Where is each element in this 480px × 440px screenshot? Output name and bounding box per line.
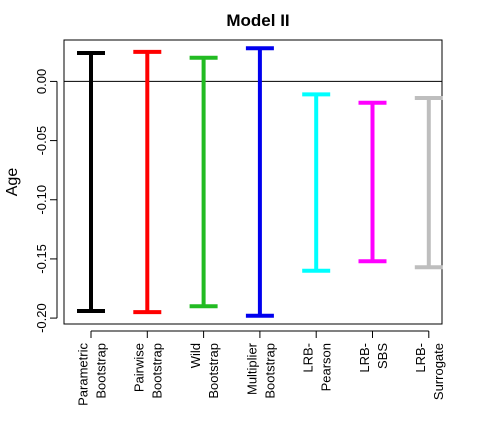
intervals-layer: [77, 46, 443, 318]
plot-frame: [63, 39, 443, 325]
x-category-label: LRB-: [301, 343, 316, 373]
y-tick-label: -0.05: [34, 126, 49, 156]
x-category-label: Surrogate: [431, 343, 446, 400]
interval-6: [414, 95, 443, 270]
x-axis: Parametric Bootstrap Pairwise Bootstrap Wild…: [75, 330, 446, 406]
x-category-label: Parametric: [75, 343, 90, 406]
x-category-label: SBS: [375, 343, 390, 369]
chart-title: Model II: [226, 11, 289, 30]
x-category-label: Multiplier: [244, 342, 259, 395]
x-category-label: Pairwise: [132, 343, 147, 392]
interval-5: [358, 100, 387, 264]
x-category-label: Bootstrap: [206, 343, 221, 399]
x-category-label: LRB-: [413, 343, 428, 373]
y-tick-label: -0.15: [34, 244, 49, 274]
x-category-label: LRB-: [357, 343, 372, 373]
y-axis-label: Age: [4, 168, 21, 197]
y-tick-label: -0.10: [34, 185, 49, 215]
x-category-label: Bootstrap: [150, 343, 165, 399]
x-category-label: Wild: [188, 343, 203, 368]
y-axis: 0.00 -0.05 -0.10 -0.15 -0.20: [34, 69, 58, 333]
x-category-label: Bootstrap: [93, 343, 108, 399]
x-category-label: Pearson: [319, 343, 334, 391]
interval-2: [189, 55, 218, 309]
y-tick-label: -0.20: [34, 303, 49, 333]
interval-3: [245, 46, 274, 318]
interval-1: [133, 49, 162, 315]
y-tick-label: 0.00: [34, 69, 49, 94]
x-category-label: Bootstrap: [262, 343, 277, 399]
interval-0: [77, 51, 105, 313]
interval-4: [302, 92, 331, 273]
